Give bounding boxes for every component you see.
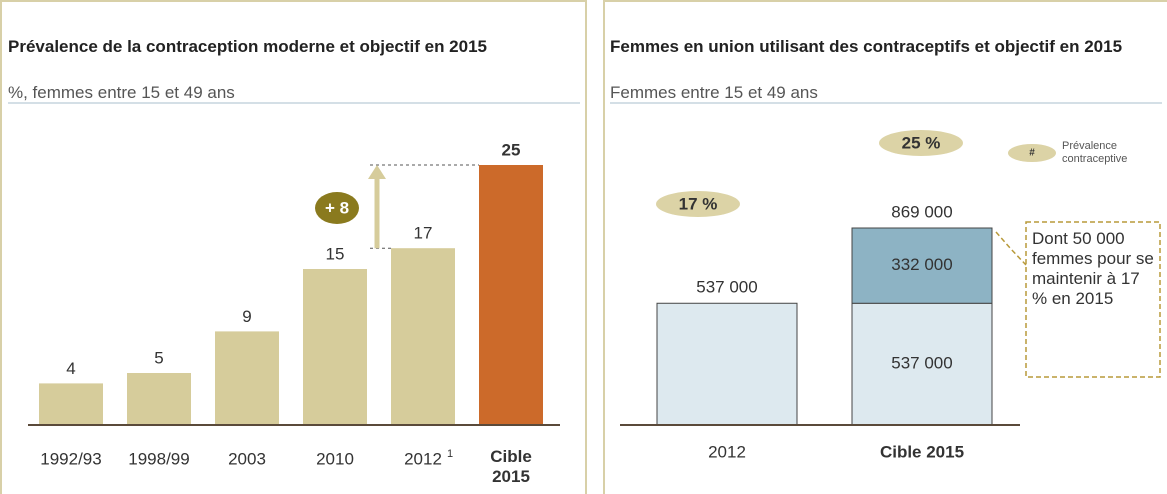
total-label: 869 000 xyxy=(891,202,952,221)
bar-segment xyxy=(656,302,798,426)
panel xyxy=(0,0,587,494)
x-tick-label: 2003 xyxy=(228,449,266,468)
subtitle: %, femmes entre 15 et 49 ans xyxy=(8,83,235,102)
bar xyxy=(479,165,543,425)
value-label: 17 xyxy=(414,224,433,243)
arrow-head xyxy=(368,165,386,179)
title: Prévalence de la contraception moderne e… xyxy=(8,37,488,56)
bar xyxy=(303,269,367,425)
x-tick-label: 2012 xyxy=(404,449,442,468)
bar xyxy=(391,248,455,425)
x-tick-label: 1992/93 xyxy=(40,449,101,468)
x-tick-label: Cible 2015 xyxy=(490,447,532,486)
value-label: 4 xyxy=(66,359,75,378)
bar xyxy=(127,373,191,425)
value-label: 332 000 xyxy=(891,255,952,274)
x-tick-label: 2012 xyxy=(708,442,746,461)
value-label: 537 000 xyxy=(891,354,952,373)
bar xyxy=(215,331,279,425)
callout-box xyxy=(1025,221,1161,378)
x-tick-label: 2010 xyxy=(316,449,354,468)
panel xyxy=(603,0,1167,494)
footnote-marker: 1 xyxy=(447,448,453,460)
x-tick-label: 1998/99 xyxy=(128,449,189,468)
callout-connector xyxy=(995,231,1027,266)
value-label: 15 xyxy=(326,244,345,263)
legend-label: Prévalence contraceptive xyxy=(1062,140,1128,165)
prevalence-label: 25 % xyxy=(902,133,941,152)
prevalence-bubble xyxy=(879,130,963,156)
value-label: 5 xyxy=(154,348,163,367)
badge xyxy=(315,192,359,224)
bar-segment xyxy=(851,227,993,304)
title: Femmes en union utilisant des contracept… xyxy=(610,37,1123,56)
legend-symbol: # xyxy=(1029,148,1035,159)
value-label: 25 xyxy=(502,140,521,159)
prevalence-bubble xyxy=(656,191,740,217)
legend-symbol-bg xyxy=(1008,144,1056,162)
value-label: 9 xyxy=(242,307,251,326)
bar xyxy=(39,383,103,425)
annotation: + 8 xyxy=(325,198,349,217)
callout-text: Dont 50 000 femmes pour se maintenir à 1… xyxy=(1032,229,1154,308)
prevalence-label: 17 % xyxy=(679,194,718,213)
total-label: 537 000 xyxy=(696,278,757,297)
x-tick-label: Cible 2015 xyxy=(880,442,964,461)
subtitle: Femmes entre 15 et 49 ans xyxy=(610,83,818,102)
